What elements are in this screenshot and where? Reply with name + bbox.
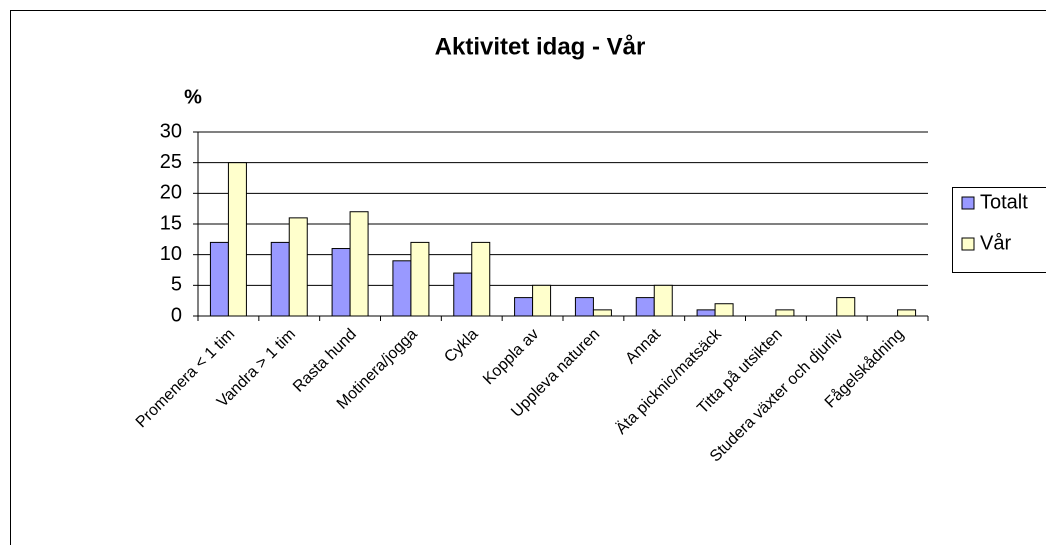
bar — [592, 309, 612, 317]
y-tick-label: 20 — [160, 182, 182, 204]
bar — [331, 248, 351, 317]
bar — [653, 284, 673, 317]
y-tick-label: 15 — [160, 212, 182, 234]
bar — [227, 162, 247, 317]
legend-label: Vår — [980, 232, 1011, 254]
y-tick-label: 5 — [171, 274, 182, 296]
bar — [209, 241, 229, 317]
y-axis-label: % — [184, 86, 202, 108]
bar — [696, 309, 716, 317]
legend-label: Totalt — [980, 191, 1028, 213]
bar — [453, 272, 473, 317]
bar — [574, 297, 594, 317]
y-tick-label: 0 — [171, 304, 182, 326]
y-tick-label: 10 — [160, 243, 182, 265]
bar — [410, 241, 430, 317]
bar — [471, 241, 491, 317]
legend-swatch — [961, 196, 975, 210]
bar — [514, 297, 534, 317]
bar — [714, 303, 734, 317]
bar — [775, 309, 795, 317]
bar — [836, 297, 856, 317]
bar — [392, 260, 412, 317]
bar — [349, 211, 369, 317]
bar — [897, 309, 917, 317]
chart-title: Aktivitet idag - Vår — [435, 33, 646, 60]
y-tick-label: 30 — [160, 120, 182, 142]
legend-swatch — [961, 237, 975, 251]
bar — [635, 297, 655, 317]
bar — [532, 284, 552, 317]
chart-frame — [10, 10, 1046, 545]
bar — [288, 217, 308, 317]
y-tick-label: 25 — [160, 151, 182, 173]
bar — [270, 241, 290, 317]
